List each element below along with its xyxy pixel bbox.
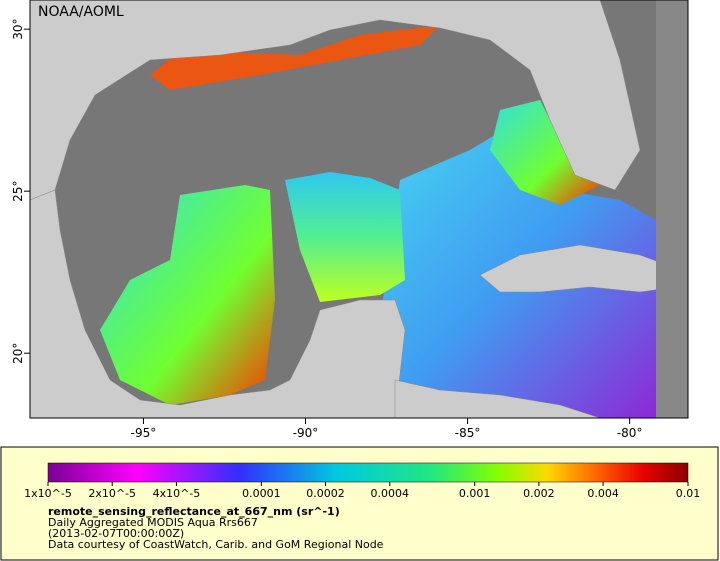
legend-line: Data courtesy of CoastWatch, Carib. and … <box>48 538 384 551</box>
y-tick-label: 20° <box>11 343 25 364</box>
land-mexico <box>30 189 406 418</box>
colorbar-tick-label: 2x10^-5 <box>88 487 136 500</box>
florida-shelf-swath <box>490 100 600 205</box>
colorbar-tick-label: 1x10^-5 <box>24 487 72 500</box>
colorbar <box>47 462 689 483</box>
land-honduras <box>394 379 601 418</box>
colorbar-tick-label: 0.001 <box>459 487 491 500</box>
colorbar-tick-label: 4x10^-5 <box>153 487 201 500</box>
mexico-swath <box>100 185 275 405</box>
legend-line: (2013-02-07T00:00:00Z) <box>48 527 184 540</box>
colorbar-tick-label: 0.01 <box>676 487 701 500</box>
central-swath <box>285 172 405 302</box>
land-north <box>30 0 641 201</box>
colorbar-tick-label: 0.004 <box>587 487 619 500</box>
x-tick-label: -95° <box>131 426 157 440</box>
no-data-strip <box>656 0 688 418</box>
legend-line: Daily Aggregated MODIS Aqua Rrs667 <box>48 516 258 529</box>
y-tick-label: 25° <box>11 181 25 202</box>
map-area <box>30 0 688 418</box>
legend-title: remote_sensing_reflectance_at_667_nm (sr… <box>48 505 340 518</box>
x-tick-label: -90° <box>293 426 319 440</box>
land-cuba <box>479 244 688 293</box>
colorbar-tick-label: 0.0001 <box>242 487 281 500</box>
colorbar-tick-label: 0.0004 <box>371 487 410 500</box>
credit-bg <box>34 2 110 22</box>
y-tick-label: 30° <box>11 19 25 40</box>
north-coast-swath <box>150 25 440 90</box>
map-frame <box>29 0 689 419</box>
x-tick-label: -85° <box>455 426 481 440</box>
x-tick-label: -80° <box>617 426 643 440</box>
colorbar-tick-label: 0.0002 <box>306 487 345 500</box>
colorbar-tick-label: 0.002 <box>523 487 555 500</box>
credit: NOAA/AOML <box>38 4 124 20</box>
